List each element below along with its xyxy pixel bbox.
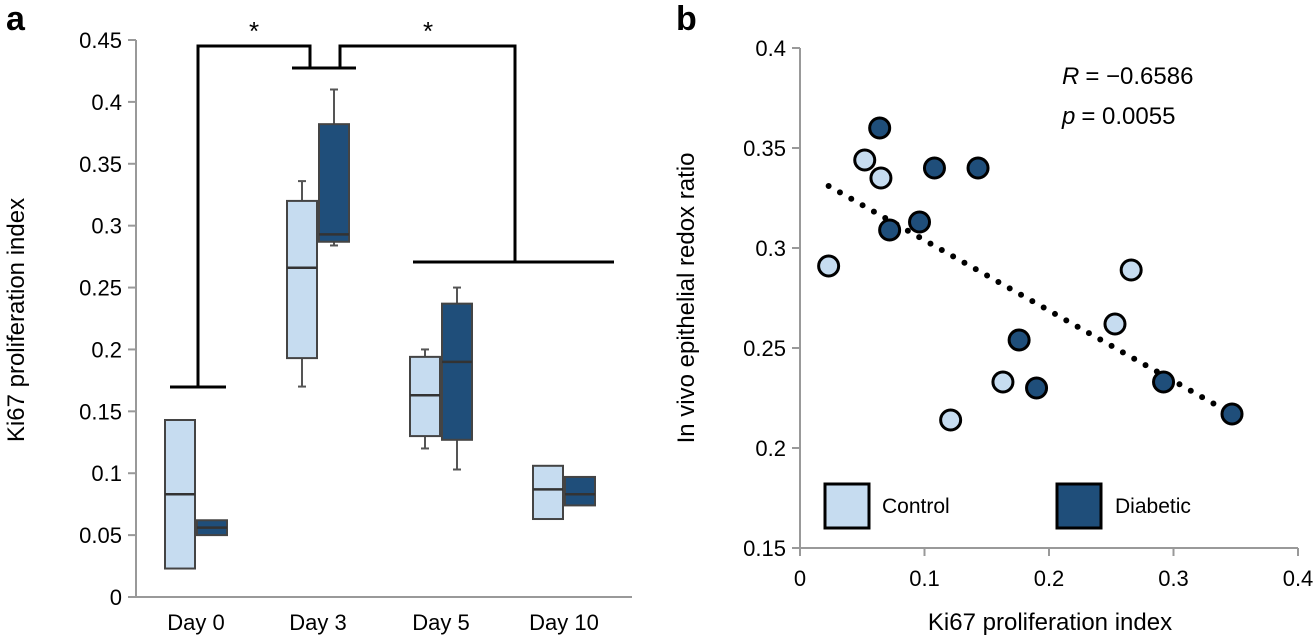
a-ytick-label: 0.25 [79, 276, 122, 301]
a-ytick-label: 0.35 [79, 152, 122, 177]
scatter-point-diabetic [878, 218, 902, 242]
a-ytick-label: 0.4 [91, 90, 122, 115]
a-ytick-label: 0.15 [79, 399, 122, 424]
scatter-point-diabetic [1007, 328, 1031, 352]
panel-b-x-ticks: 0 0.1 0.2 0.3 0.4 [794, 548, 1313, 591]
scatter-point-control [1103, 312, 1127, 336]
a-ytick-label: 0.1 [91, 461, 122, 486]
sig-star-2: * [423, 16, 433, 46]
r-value: = −0.6586 [1085, 63, 1193, 90]
a-xtick-label: Day 5 [412, 610, 469, 635]
b-xtick-label: 0.1 [909, 566, 940, 591]
panel-a-boxes [164, 88, 596, 570]
panel-a-boxplot: a Ki67 proliferation index 00.050.10.150… [3, 0, 632, 635]
legend-label-diabetic: Diabetic [1115, 495, 1191, 518]
panel-b-y-axis-title: In vivo epithelial redox ratio [673, 153, 700, 444]
a-xtick-label: Day 3 [289, 610, 346, 635]
b-xtick-label: 0 [794, 566, 806, 591]
sig-star-1: * [249, 16, 259, 46]
a-box-control-1 [286, 180, 318, 388]
a-box-body [318, 123, 350, 243]
a-box-control-3 [532, 464, 564, 521]
b-ytick-label: 0.4 [755, 36, 786, 61]
scatter-point-diabetic [922, 156, 946, 180]
panel-a-y-ticks: 0 0.05 0.1 0.15 0.2 0.25 0.3 0.35 0.4 0.45 [79, 28, 136, 610]
a-box-diabetic-1 [318, 88, 350, 247]
a-box-control-0 [164, 418, 196, 570]
panel-b-scatter: b In vivo epithelial redox ratio Ki67 pr… [673, 0, 1313, 636]
sig-bracket-day3-late [338, 44, 517, 262]
scatter-point-diabetic [908, 210, 932, 234]
r-label: R [1062, 63, 1079, 90]
b-ytick-label: 0.2 [755, 436, 786, 461]
b-ytick-label: 0.25 [743, 336, 786, 361]
scatter-point-control [853, 148, 877, 172]
p-label: p [1061, 103, 1075, 130]
b-xtick-label: 0.2 [1034, 566, 1065, 591]
a-box-body [286, 199, 318, 360]
a-box-body [532, 464, 564, 521]
a-box-diabetic-3 [564, 475, 596, 507]
a-box-diabetic-2 [441, 286, 473, 471]
a-ytick-label: 0.05 [79, 523, 122, 548]
panel-a-y-axis-title: Ki67 proliferation index [3, 198, 30, 442]
scatter-point-diabetic [966, 156, 990, 180]
panel-a-significance-brackets: * * [170, 16, 614, 389]
panel-b-x-axis-title: Ki67 proliferation index [928, 609, 1172, 636]
scatter-point-control [991, 370, 1015, 394]
scatter-point-diabetic [1220, 402, 1244, 426]
scatter-point-control [939, 408, 963, 432]
b-ytick-label: 0.35 [743, 136, 786, 161]
panel-label-b: b [676, 0, 697, 38]
b-xtick-label: 0.4 [1283, 566, 1314, 591]
b-ytick-label: 0.15 [743, 536, 786, 561]
scatter-point-control [1119, 258, 1143, 282]
legend: Control Diabetic [823, 482, 1191, 530]
panel-a-x-ticks: Day 0 Day 3 Day 5 Day 10 [167, 610, 599, 635]
panel-b-y-ticks: 0.15 0.2 0.25 0.3 0.35 0.4 [743, 36, 800, 561]
a-xtick-label: Day 0 [167, 610, 224, 635]
legend-label-control: Control [882, 495, 950, 518]
a-box-control-2 [409, 348, 441, 450]
a-xtick-label: Day 10 [529, 610, 599, 635]
a-ytick-label: 0 [110, 585, 122, 610]
b-ytick-label: 0.3 [755, 236, 786, 261]
a-ytick-label: 0.45 [79, 28, 122, 53]
scatter-point-diabetic [1025, 376, 1049, 400]
a-box-body [564, 475, 596, 507]
sig-bracket-day0-day3 [196, 44, 312, 387]
scatter-point-diabetic [1152, 370, 1176, 394]
scatter-point-control [869, 166, 893, 190]
panel-b-points [817, 116, 1244, 432]
legend-swatch-diabetic [1055, 482, 1103, 530]
panel-label-a: a [6, 0, 26, 38]
legend-swatch-control [823, 482, 871, 530]
scatter-point-control [817, 254, 841, 278]
a-box-diabetic-0 [196, 519, 228, 537]
r-annotation: R = −0.6586 [1062, 63, 1193, 90]
p-value: = 0.0055 [1081, 103, 1175, 130]
a-box-body [441, 302, 473, 441]
scatter-point-diabetic [868, 116, 892, 140]
correlation-annotation: R = −0.6586 p = 0.0055 [1061, 63, 1193, 130]
a-ytick-label: 0.3 [91, 214, 122, 239]
b-xtick-label: 0.3 [1158, 566, 1189, 591]
a-ytick-label: 0.2 [91, 337, 122, 362]
p-annotation: p = 0.0055 [1061, 103, 1175, 130]
